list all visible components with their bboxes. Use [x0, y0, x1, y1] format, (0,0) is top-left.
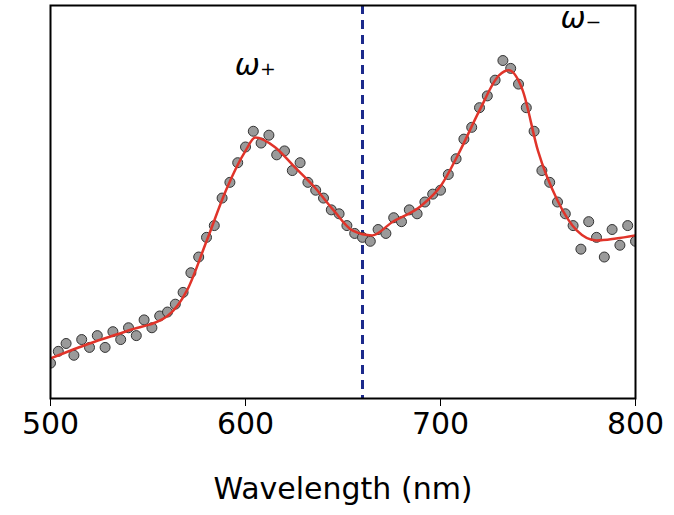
svg-text:700: 700: [412, 406, 469, 441]
svg-text:ω₊: ω₊: [235, 47, 276, 82]
svg-text:500: 500: [22, 406, 79, 441]
svg-text:ω₋: ω₋: [560, 0, 602, 36]
svg-text:800: 800: [607, 406, 664, 441]
svg-text:600: 600: [217, 406, 274, 441]
svg-text:Wavelength (nm): Wavelength (nm): [213, 471, 472, 506]
